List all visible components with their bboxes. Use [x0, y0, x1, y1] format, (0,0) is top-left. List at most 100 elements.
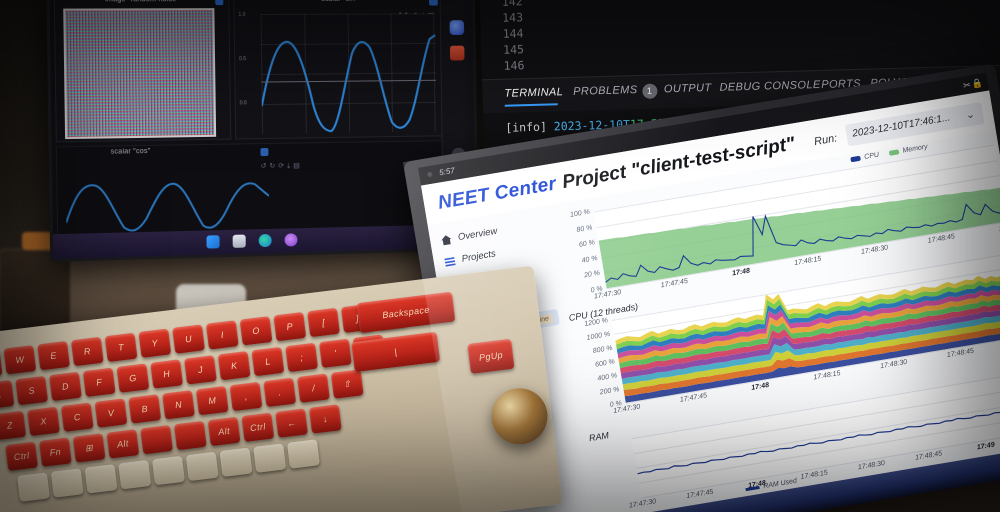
charts-container: CPU Memory 0 % 20 % 40 % 60 % 80 % 100 % 17:47… — [546, 130, 1000, 512]
keycap[interactable]: Alt — [207, 416, 241, 447]
keycap[interactable] — [118, 459, 152, 490]
keycap[interactable]: I — [205, 320, 239, 350]
briefcase-icon[interactable] — [449, 45, 465, 61]
panel-tab-terminal[interactable]: TERMINAL — [504, 86, 564, 100]
keycap[interactable]: F — [82, 367, 116, 398]
keycap[interactable]: P — [273, 311, 307, 342]
chevron-down-icon: ⌄ — [964, 108, 976, 122]
series-path — [624, 329, 1000, 403]
chart-cpu-threads[interactable]: CPU (12 threads) 0 % 200 % 400 % 600 % 800 %… — [564, 240, 1000, 430]
keycap[interactable]: S — [15, 375, 49, 406]
series-path — [620, 306, 1000, 379]
legend-item-0[interactable]: CPU — [850, 152, 880, 164]
laptop-screen: NEET Center Project "client-test-script"… — [421, 90, 1000, 512]
panel-tab-problems[interactable]: PROBLEMS — [573, 84, 638, 98]
keycap[interactable] — [152, 455, 185, 486]
keycap[interactable]: B — [128, 394, 162, 424]
panel-scalar-cos: scalar "cos" ↺↻⟳⤓▤ — [55, 140, 447, 239]
keycap[interactable]: Z — [0, 410, 27, 441]
keycap[interactable]: [ — [307, 307, 341, 338]
keycap[interactable] — [50, 468, 84, 498]
keycap[interactable]: H — [150, 359, 184, 389]
keycap[interactable]: , — [229, 381, 263, 412]
list-icon — [443, 254, 457, 268]
sin-ytick-1: 1.0 — [238, 12, 246, 19]
app-icon[interactable] — [284, 233, 298, 247]
keycap[interactable]: R — [70, 336, 104, 367]
keycap[interactable]: Y — [138, 328, 172, 358]
series-path — [622, 317, 1000, 391]
keycap[interactable] — [140, 425, 174, 455]
keycap[interactable]: Ctrl — [241, 412, 275, 443]
keycap[interactable]: ⊞ — [72, 433, 106, 463]
keycap[interactable]: / — [297, 373, 331, 403]
keycap[interactable]: U — [172, 324, 206, 354]
keycap[interactable]: G — [116, 363, 150, 393]
chart-ram[interactable]: RAM 17:47:30 17:47:45 17:48 17:48:15 17:48:3… — [585, 361, 1000, 512]
panel-scalar-sin: scalar "sin" ↺↻⟳⤓▤ 1.0 0.5 0.0 — [233, 0, 446, 140]
chart-cpu-mem-overview[interactable]: CPU Memory 0 % 20 % 40 % 60 % 80 % 100 % 17:47… — [547, 134, 1000, 312]
keycap[interactable]: Ctrl — [5, 441, 39, 472]
keycap[interactable]: K — [217, 351, 251, 381]
x-axis-tick: 17:47:30 — [628, 498, 657, 510]
keycap[interactable] — [185, 451, 219, 482]
keycap[interactable]: W — [3, 345, 37, 375]
sidebar-item-overview[interactable]: Overview — [439, 222, 499, 249]
gem-icon[interactable] — [449, 20, 465, 35]
keycap[interactable]: T — [104, 332, 138, 363]
sidebar-item-projects[interactable]: Projects — [442, 244, 497, 270]
windows-start-icon[interactable] — [206, 235, 220, 249]
run-selected-value: 2023-12-10T17:46:1... — [851, 112, 951, 140]
series-path — [605, 203, 1000, 283]
panel-tab-output[interactable]: OUTPUT — [663, 81, 712, 96]
keycap[interactable]: ↓ — [308, 404, 342, 434]
series-path — [621, 312, 1000, 385]
fullscreen-icon[interactable] — [260, 147, 269, 157]
keycap[interactable]: J — [183, 355, 217, 385]
edge-icon[interactable] — [258, 233, 272, 248]
series-path — [615, 276, 1000, 350]
run-label: Run: — [813, 132, 839, 149]
y-axis-tick: 600 % — [594, 358, 616, 369]
fullscreen-icon[interactable] — [429, 0, 438, 6]
chart-plot-area: 17:47:30 17:47:45 17:48 17:48:15 17:48:30 17:… — [629, 371, 1000, 510]
keycap[interactable] — [219, 447, 253, 477]
fullscreen-icon[interactable] — [215, 0, 224, 6]
keycap[interactable]: M — [195, 385, 229, 416]
keycap[interactable]: ← — [275, 408, 309, 438]
keycap[interactable]: . — [263, 377, 297, 408]
series-path — [619, 296, 1000, 369]
series-path — [615, 272, 1000, 345]
x-axis-tick: 17:48 — [731, 267, 751, 278]
y-axis-tick: 800 % — [592, 344, 614, 355]
keycap[interactable]: Fn — [38, 437, 72, 467]
series-path — [616, 281, 1000, 354]
line-number: 146 — [503, 58, 525, 73]
sin-curve — [261, 13, 437, 134]
keycap[interactable]: ; — [285, 342, 319, 373]
keycap[interactable]: ' — [318, 338, 352, 369]
keycap[interactable]: D — [48, 371, 82, 402]
file-explorer-icon[interactable] — [232, 234, 246, 248]
keycap[interactable]: C — [60, 402, 94, 432]
keycap[interactable]: ⇧ — [330, 369, 364, 399]
sin-plot: 1.0 0.5 0.0 — [238, 12, 437, 135]
y-axis-tick: 40 % — [581, 254, 599, 265]
keycap[interactable]: X — [27, 406, 61, 437]
y-axis-tick: 1000 % — [586, 330, 611, 342]
panel-title-random-noise: image "random noise" — [55, 0, 229, 4]
keycap[interactable]: E — [37, 340, 71, 371]
keycap-pgup[interactable]: PgUp — [467, 338, 515, 374]
keycap[interactable] — [17, 472, 50, 502]
chart-svg — [615, 272, 1000, 403]
keycap[interactable]: O — [239, 316, 273, 346]
keycap[interactable]: N — [162, 390, 196, 420]
keycap[interactable] — [173, 420, 207, 451]
keycap[interactable]: Alt — [106, 429, 140, 459]
keycap[interactable]: V — [94, 398, 128, 428]
keycap[interactable] — [286, 439, 320, 469]
keycap[interactable] — [253, 443, 287, 473]
keycap[interactable]: L — [251, 346, 285, 377]
cos-plot-toolbar[interactable]: ↺↻⟳⤓▤ — [260, 162, 303, 171]
keycap[interactable] — [84, 464, 118, 494]
